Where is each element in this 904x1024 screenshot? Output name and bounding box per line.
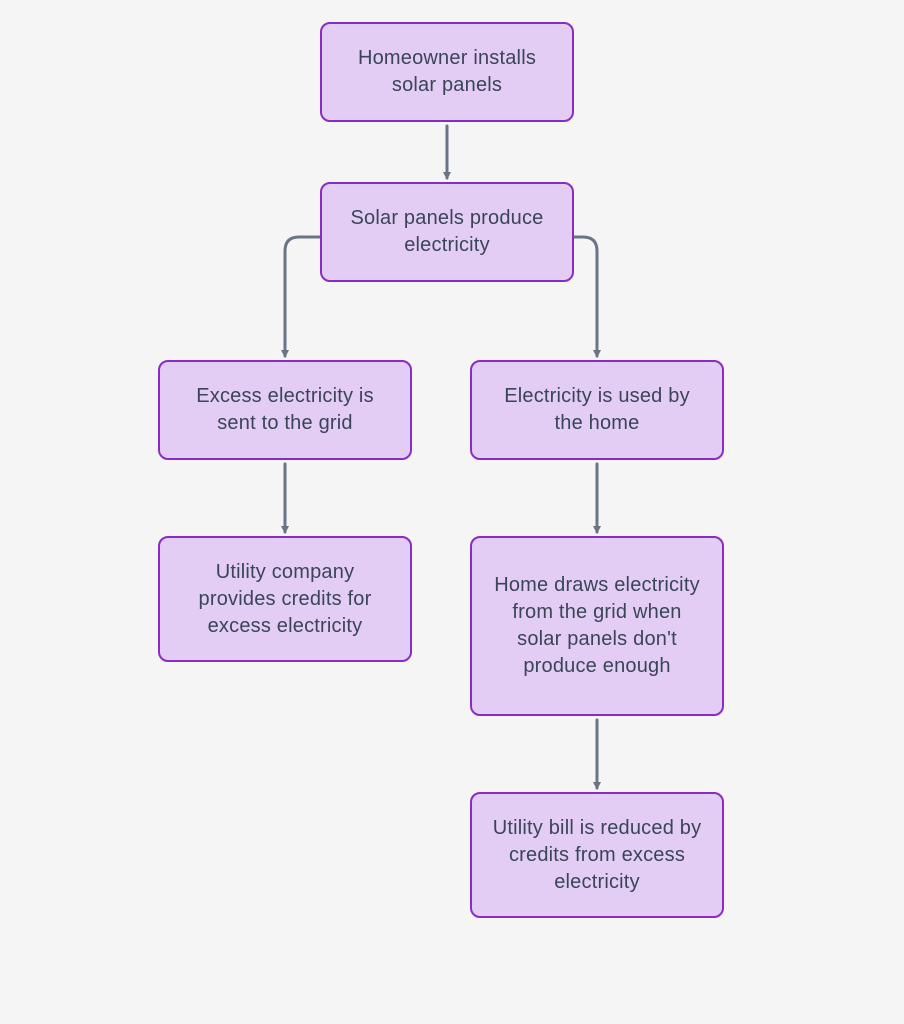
node-bill-reduced: Utility bill is reduced by credits from … [470, 792, 724, 918]
node-label: Excess electricity is sent to the grid [180, 383, 390, 437]
node-label: Utility company provides credits for exc… [180, 559, 390, 640]
node-label: Home draws electricity from the grid whe… [492, 572, 702, 680]
node-label: Electricity is used by the home [492, 383, 702, 437]
node-label: Utility bill is reduced by credits from … [492, 815, 702, 896]
node-panels-produce: Solar panels produce electricity [320, 182, 574, 282]
node-label: Solar panels produce electricity [342, 205, 552, 259]
node-excess-to-grid: Excess electricity is sent to the grid [158, 360, 412, 460]
node-draws-from-grid: Home draws electricity from the grid whe… [470, 536, 724, 716]
node-homeowner-installs: Homeowner installs solar panels [320, 22, 574, 122]
node-used-by-home: Electricity is used by the home [470, 360, 724, 460]
node-utility-credits: Utility company provides credits for exc… [158, 536, 412, 662]
flowchart-canvas: Homeowner installs solar panels Solar pa… [0, 0, 904, 1024]
node-label: Homeowner installs solar panels [342, 45, 552, 99]
edges-layer [0, 0, 904, 1024]
